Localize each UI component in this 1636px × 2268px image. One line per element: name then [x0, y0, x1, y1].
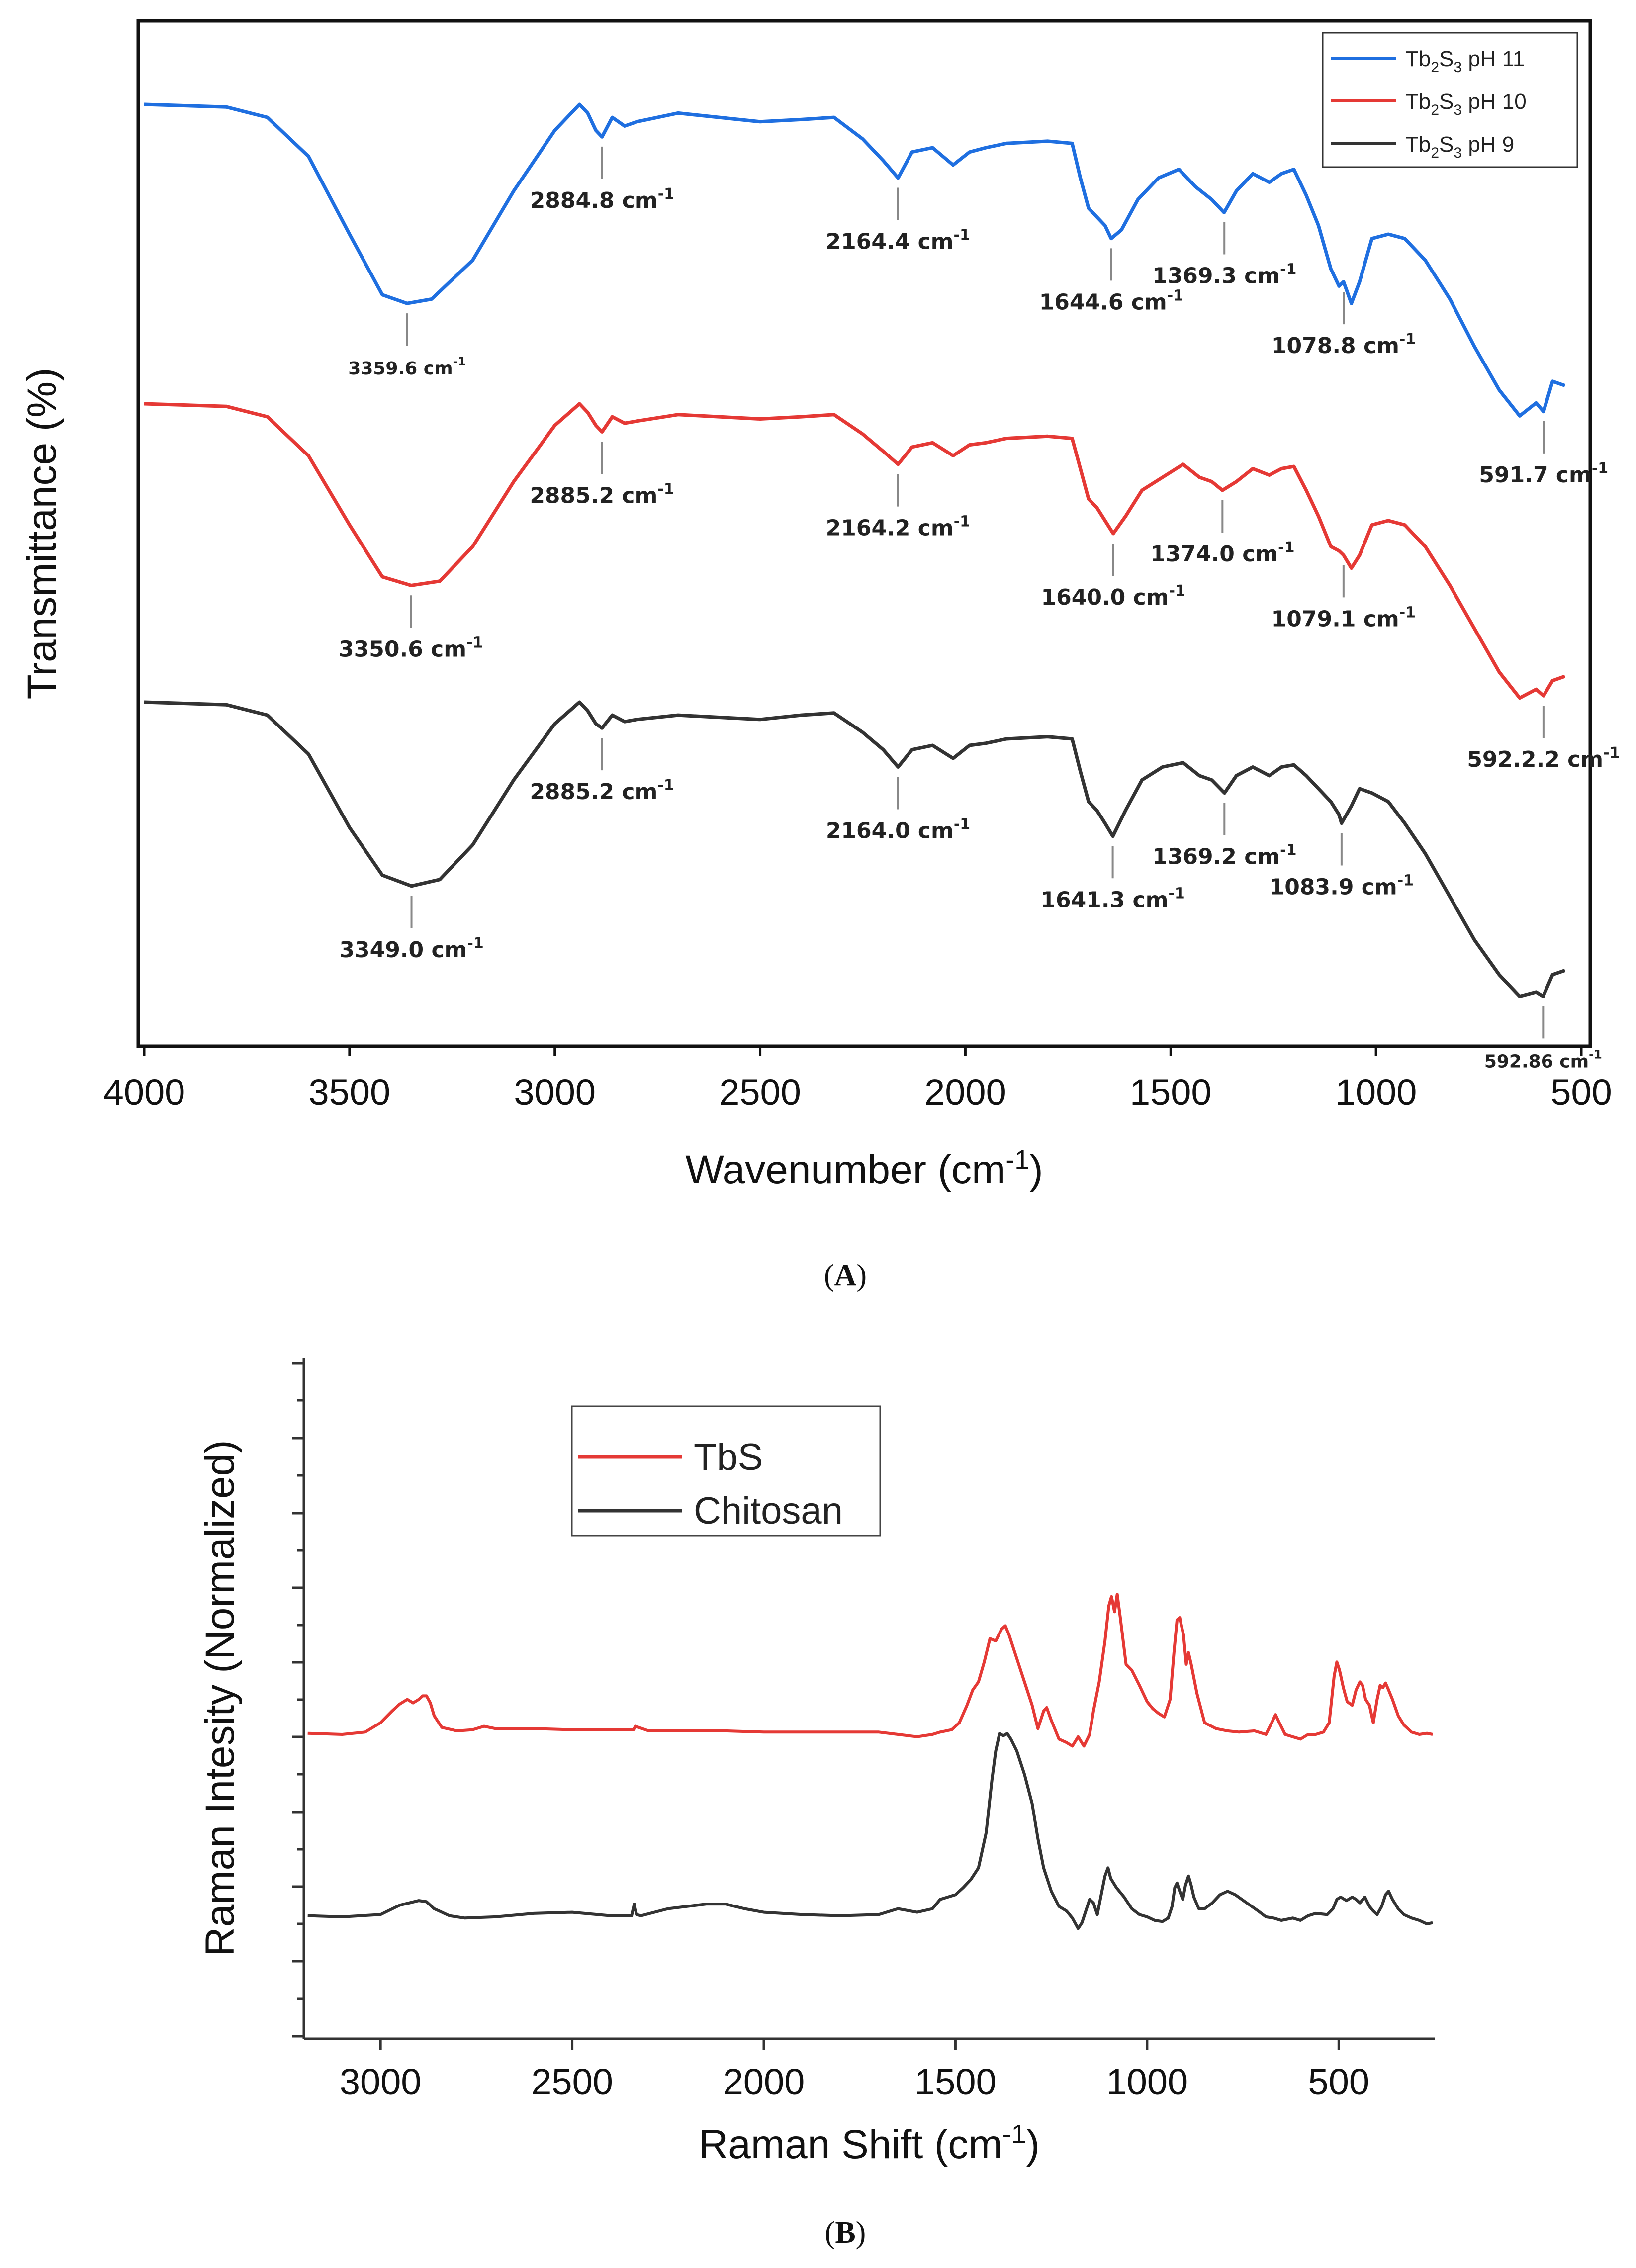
panel-b-x-tick-label: 3000	[340, 2061, 422, 2102]
panel-a-x-ticks: 4000 3500 3000 2500 2000 1500 1000 500	[103, 1046, 1612, 1113]
panel-a-peak-label: 2164.0 cm-1	[826, 816, 970, 844]
panel-a-ftir-chart: 3359.6 cm-1 2884.8 cm-1 2164.4 cm-1 1644.6 …	[19, 19, 1620, 1192]
panel-a-series-line-2	[144, 402, 1566, 700]
panel-a-legend-label: Tb2S3 pH 9	[1405, 132, 1514, 161]
panel-a-x-tick-label: 2500	[719, 1072, 801, 1113]
panel-a-x-tick-label: 3000	[514, 1072, 596, 1113]
panel-a-peak-label: 2885.2 cm-1	[530, 777, 674, 805]
panel-a-series-line-1	[144, 102, 1566, 418]
panel-b-x-axis-label: Raman Shift (cm-1)	[699, 2119, 1040, 2167]
panel-a-legend-items: Tb2S3 pH 11 Tb2S3 pH 10 Tb2S3 pH 9	[1331, 47, 1527, 161]
panel-a-peak-label: 2884.8 cm-1	[530, 185, 674, 213]
panel-a-caption: (A)	[824, 1259, 867, 1292]
panel-b-x-tick-label: 2500	[531, 2061, 613, 2102]
panel-a-peak-label: 1369.2 cm-1	[1152, 842, 1296, 870]
panel-b-raman-chart: 3000 2500 2000 1500 1000 500 Raman Intesity (…	[197, 1358, 1435, 2167]
panel-b-legend-label: TbS	[694, 1436, 763, 1478]
panel-a-peak-label: 2164.2 cm-1	[826, 513, 970, 541]
panel-a-peak-label: 592.2.2 cm-1	[1467, 744, 1620, 772]
panel-a-peak-label: 2164.4 cm-1	[825, 227, 970, 255]
panel-a-legend: Tb2S3 pH 11 Tb2S3 pH 10 Tb2S3 pH 9	[1322, 32, 1578, 168]
panel-b-legend: TbS Chitosan	[571, 1405, 881, 1537]
panel-a-x-tick-label: 4000	[103, 1072, 185, 1113]
panel-a-x-tick-label: 2000	[924, 1072, 1006, 1113]
panel-b-x-tick-label: 1000	[1106, 2061, 1188, 2102]
panel-a-peak-label: 1083.9 cm-1	[1270, 872, 1414, 900]
panel-b-series-group	[307, 1593, 1433, 1930]
panel-a-x-tick-label: 1500	[1130, 1072, 1212, 1113]
panel-b-x-ticks: 3000 2500 2000 1500 1000 500	[340, 2039, 1369, 2102]
panel-b-series-line-2	[307, 1732, 1433, 1930]
panel-b-x-tick-label: 2000	[723, 2061, 805, 2102]
panel-a-peak-label: 1369.3 cm-1	[1152, 261, 1296, 288]
panel-a-peak-label: 1641.3 cm-1	[1040, 885, 1184, 912]
panel-a-legend-label: Tb2S3 pH 11	[1405, 47, 1525, 76]
panel-b-legend-label: Chitosan	[694, 1490, 843, 1532]
panel-a-peak-label: 1644.6 cm-1	[1039, 287, 1183, 315]
panel-b-y-axis-label: Raman Intesity (Normalized)	[197, 1440, 243, 1957]
panel-a-series-line-3	[144, 700, 1566, 998]
panel-b-legend-box	[571, 1405, 881, 1537]
panel-a-x-axis-label: Wavenumber (cm-1)	[685, 1145, 1043, 1192]
panel-a-peak-label: 1374.0 cm-1	[1150, 539, 1294, 567]
panel-a-peak-label: 2885.2 cm-1	[530, 480, 674, 508]
panel-a-x-tick-label: 3500	[309, 1072, 391, 1113]
panel-a-peak-label: 591.7 cm-1	[1479, 460, 1608, 488]
panel-b-legend-items: TbS Chitosan	[578, 1436, 843, 1532]
panel-b-x-tick-label: 1500	[914, 2061, 997, 2102]
panel-a-x-tick-label: 1000	[1335, 1072, 1417, 1113]
panel-b-x-tick-label: 500	[1308, 2061, 1369, 2102]
panel-a-peak-label: 1079.1 cm-1	[1272, 604, 1416, 632]
panel-a-peak-label: 1078.8 cm-1	[1272, 331, 1416, 359]
panel-a-x-tick-label: 500	[1550, 1072, 1612, 1113]
panel-a-plot-frame	[136, 19, 1592, 1048]
panel-a-peak-label: 1640.0 cm-1	[1041, 582, 1185, 610]
panel-a-peak-label: 3350.6 cm-1	[339, 634, 483, 662]
panel-a-legend-label: Tb2S3 pH 10	[1405, 90, 1527, 118]
panel-a-peak-label: 3359.6 cm-1	[348, 355, 466, 379]
panel-a-series-group	[144, 102, 1566, 998]
panel-a-annotations: 3359.6 cm-1 2884.8 cm-1 2164.4 cm-1 1644.6 …	[339, 146, 1620, 1072]
panel-a-y-axis-label: Transmittance (%)	[19, 368, 65, 700]
panel-b-series-line-1	[307, 1593, 1433, 1748]
panel-a-peak-label: 592.86 cm-1	[1484, 1047, 1602, 1072]
panel-a-peak-label: 3349.0 cm-1	[339, 935, 483, 963]
panel-b-y-ticks	[292, 1362, 304, 2038]
panel-b-caption: (B)	[825, 2216, 866, 2250]
